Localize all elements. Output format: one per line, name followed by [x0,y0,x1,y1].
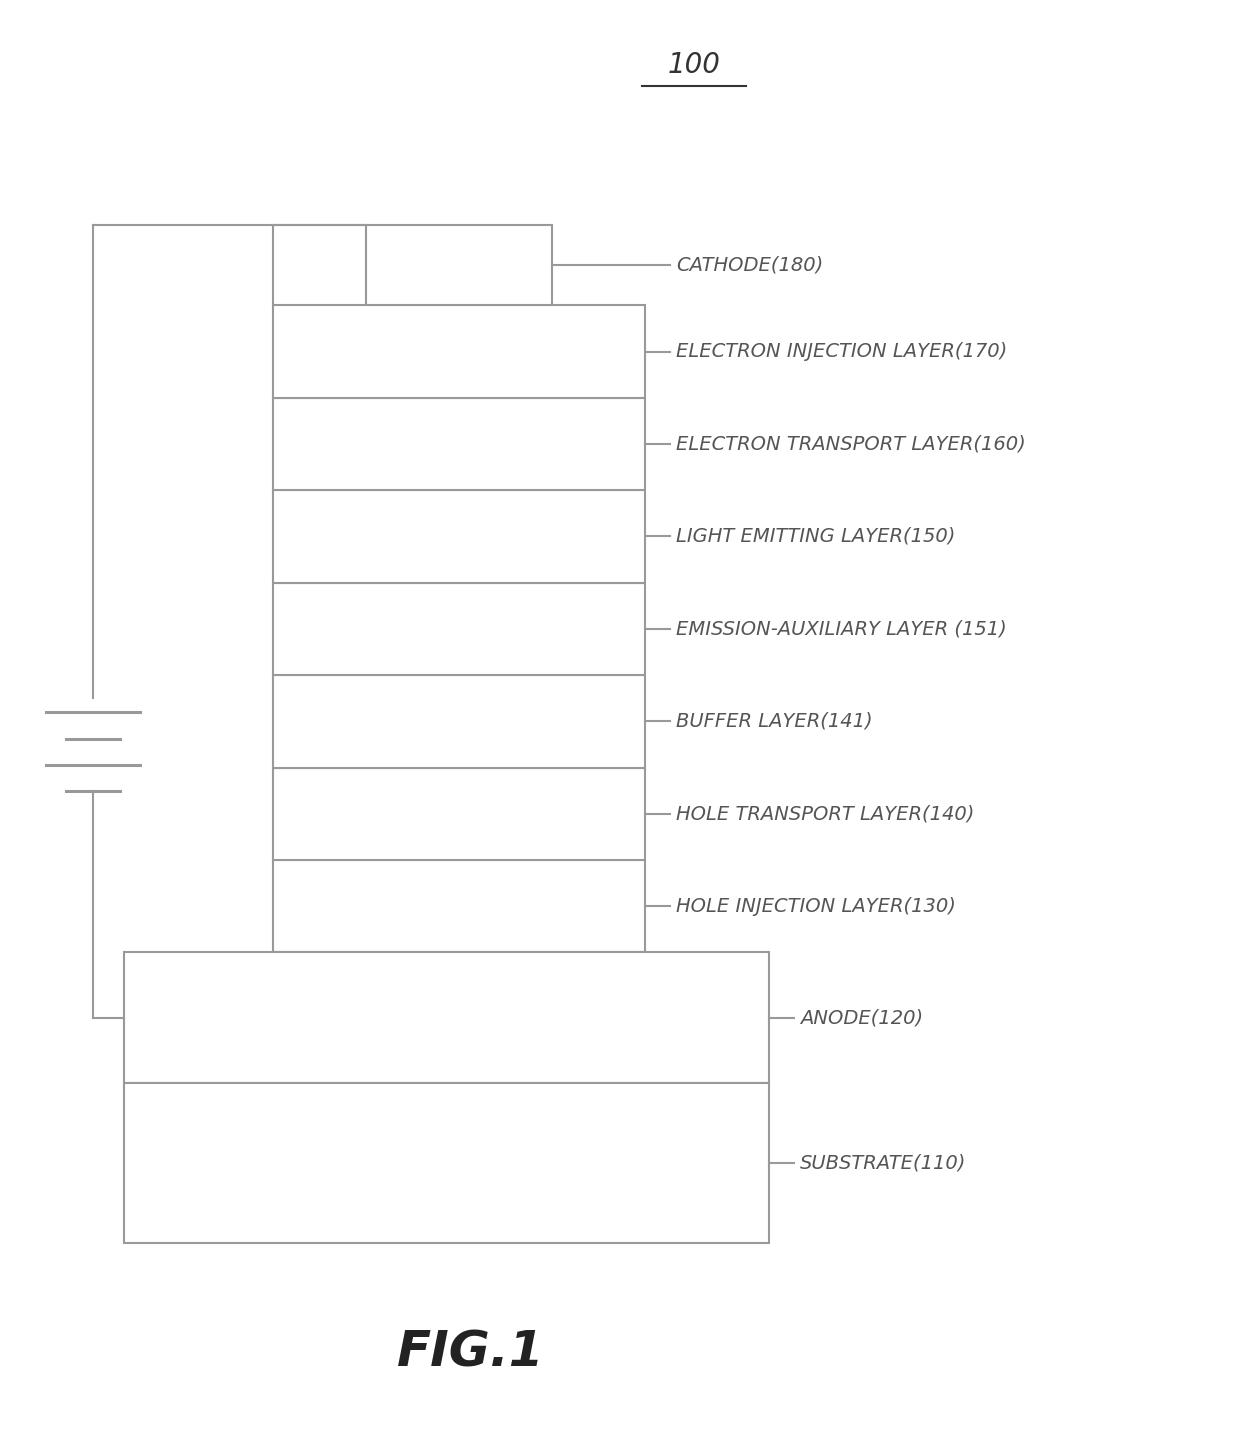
Bar [366,225,552,305]
Text: ANODE(120): ANODE(120) [800,1008,923,1028]
Bar [124,952,769,1083]
Text: ELECTRON INJECTION LAYER(170): ELECTRON INJECTION LAYER(170) [676,342,1007,361]
Bar [273,490,645,583]
Text: FIG.1: FIG.1 [398,1328,544,1377]
Text: CATHODE(180): CATHODE(180) [676,256,823,275]
Bar [273,859,645,952]
Bar [273,305,645,398]
Bar [273,675,645,768]
Text: ELECTRON TRANSPORT LAYER(160): ELECTRON TRANSPORT LAYER(160) [676,435,1025,454]
Bar [273,583,645,675]
Text: EMISSION-AUXILIARY LAYER (151): EMISSION-AUXILIARY LAYER (151) [676,619,1007,638]
Text: HOLE TRANSPORT LAYER(140): HOLE TRANSPORT LAYER(140) [676,804,975,823]
Text: LIGHT EMITTING LAYER(150): LIGHT EMITTING LAYER(150) [676,526,955,545]
Bar [124,1083,769,1243]
Text: SUBSTRATE(110): SUBSTRATE(110) [800,1153,966,1173]
Text: HOLE INJECTION LAYER(130): HOLE INJECTION LAYER(130) [676,897,956,916]
Bar [273,398,645,490]
Text: BUFFER LAYER(141): BUFFER LAYER(141) [676,712,873,731]
Bar [273,768,645,859]
Text: 100: 100 [668,51,720,80]
